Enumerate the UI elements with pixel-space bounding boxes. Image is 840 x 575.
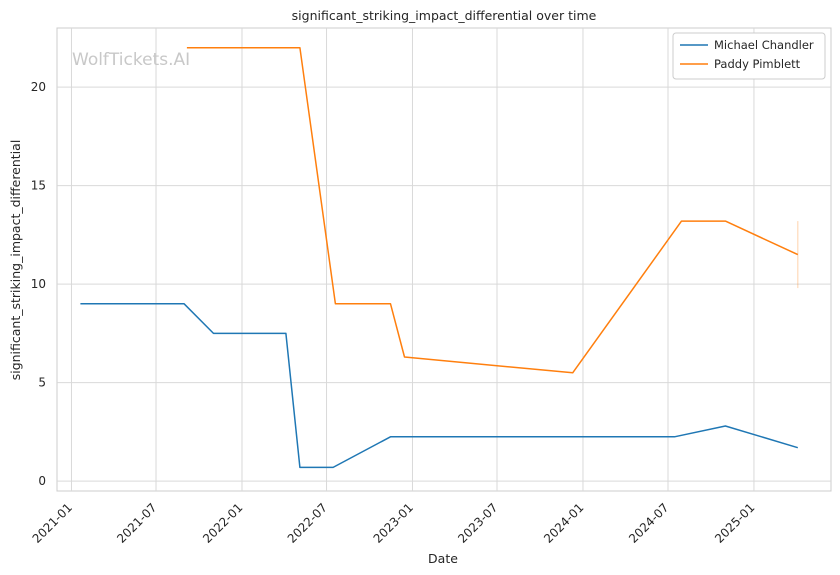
x-tick-label: 2021-01 [30,500,75,545]
x-tick-label: 2023-07 [455,500,500,545]
x-tick-label: 2024-07 [626,500,671,545]
y-tick-label: 5 [38,376,46,390]
legend-label-michael-chandler: Michael Chandler [714,38,814,52]
y-tick-label: 10 [31,277,46,291]
x-tick-label: 2021-07 [114,500,159,545]
series-layer [80,46,799,469]
y-tick-label: 0 [38,474,46,488]
grid [57,28,831,491]
x-tick-label: 2025-01 [712,500,757,545]
x-tick-label: 2022-07 [285,500,330,545]
legend-box [672,32,826,80]
series-line-paddy-pimblett [186,46,799,374]
x-axis-title: Date [428,551,458,566]
y-tick-label: 15 [31,179,46,193]
x-tick-label: 2024-01 [541,500,586,545]
chart-title: significant_striking_impact_differential… [292,8,597,23]
series-line-michael-chandler [80,303,799,469]
y-tick-label: 20 [31,80,46,94]
legend: Michael Chandler Paddy Pimblett [672,32,826,80]
plot-background [56,27,832,492]
x-tick-label: 2023-01 [371,500,416,545]
watermark: WolfTickets.AI [72,50,190,70]
legend-label-paddy-pimblett: Paddy Pimblett [714,57,801,71]
x-tick-label: 2022-01 [200,500,245,545]
y-axis-title: significant_striking_impact_differential [8,140,23,381]
